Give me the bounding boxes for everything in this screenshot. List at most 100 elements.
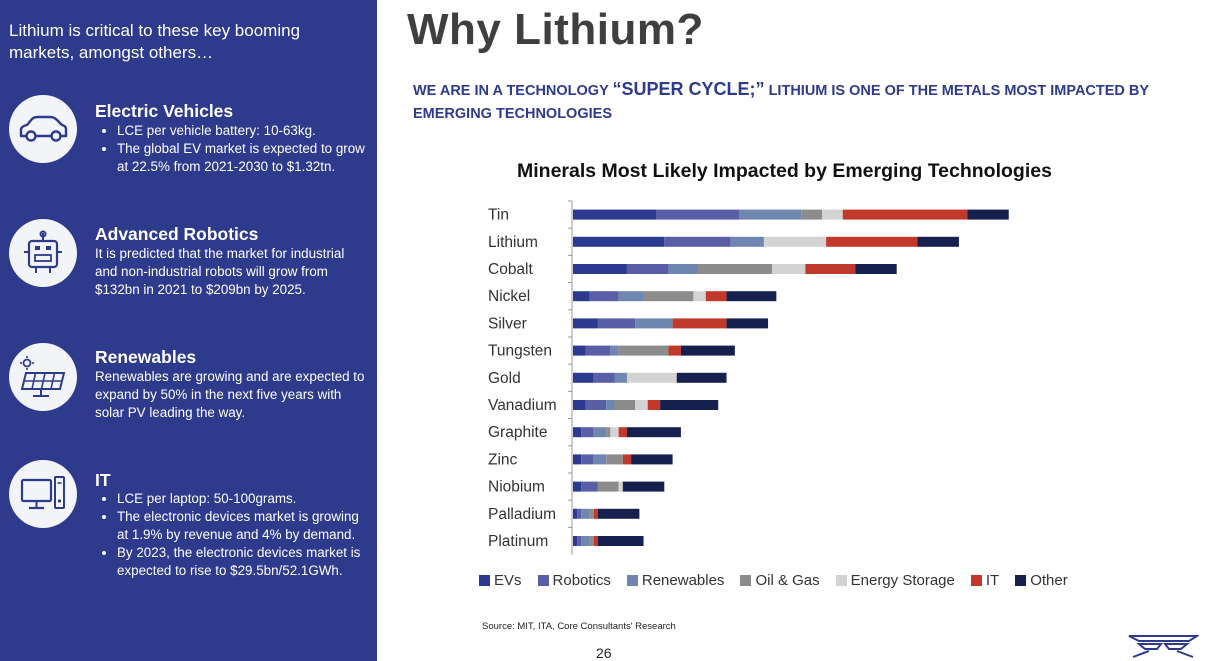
bullet: The global EV market is expected to grow… [117, 140, 367, 176]
bar-segment [643, 291, 694, 302]
bar-segment [593, 372, 615, 383]
bar-segment [581, 454, 594, 465]
bar-segment [581, 508, 590, 519]
bar-segment [622, 481, 665, 492]
page-subtitle: WE ARE IN A TECHNOLOGY “SUPER CYCLE;” LI… [413, 78, 1173, 126]
market-text: LCE per laptop: 50-100grams. The electro… [95, 490, 367, 580]
bar-segment [842, 209, 968, 220]
bar-segment [614, 400, 636, 410]
bar-segment [614, 372, 627, 383]
legend-label: Oil & Gas [755, 572, 820, 589]
legend-item: Robotics [537, 572, 611, 589]
bar-segment [680, 345, 735, 356]
bar-segment [573, 236, 665, 247]
bullet: LCE per laptop: 50-100grams. [117, 490, 367, 508]
bar-segment [593, 454, 607, 465]
computer-icon [9, 460, 77, 528]
legend-label: Renewables [641, 572, 725, 589]
bar-segment [618, 481, 623, 492]
bar-segment [618, 427, 627, 438]
chart-title: Minerals Most Likely Impacted by Emergin… [517, 160, 1052, 182]
bullet: By 2023, the electronic devices market i… [117, 544, 367, 580]
stacked-bar-chart: Tin Lithium Cobalt Nickel Silver Tungsten Gold… [488, 200, 1009, 555]
legend-item: IT [970, 572, 999, 589]
bar-segment [826, 236, 918, 247]
market-text: LCE per vehicle battery: 10-63kg. The gl… [95, 122, 367, 176]
bar-segment [597, 508, 640, 519]
y-tick-label: Zinc [488, 451, 518, 468]
bar-segment [676, 372, 727, 383]
bar-segment [660, 400, 719, 410]
bar-segment [573, 481, 582, 492]
y-tick-label: Tungsten [488, 343, 552, 360]
bar-segment [801, 209, 822, 220]
bar-segment [577, 508, 582, 519]
bar-segment [626, 372, 677, 383]
bar-segment [597, 536, 644, 546]
bar-segment [573, 454, 582, 465]
y-tick-label: Graphite [488, 424, 547, 441]
legend-swatch [479, 575, 490, 586]
y-tick-label: Lithium [488, 234, 538, 251]
bar-segment [631, 454, 673, 465]
y-tick-label: Tin [488, 207, 509, 224]
legend-swatch [835, 575, 847, 586]
panel-intro: Lithium is critical to these key booming… [9, 21, 301, 62]
page-number: 26 [596, 645, 612, 661]
subtitle-emphasis: “SUPER CYCLE;” [612, 79, 765, 99]
bar-segment [610, 345, 619, 356]
bar-segment [573, 400, 586, 410]
bullet: LCE per vehicle battery: 10-63kg. [117, 122, 367, 140]
legend-label: Other [1030, 572, 1068, 589]
bar-segment [593, 536, 598, 546]
legend-swatch [626, 575, 638, 586]
bar-segment [664, 236, 731, 247]
legend-item: Other [1015, 572, 1068, 589]
market-title: IT [95, 470, 111, 490]
bar-segment [573, 508, 578, 519]
legend-label: EVs [494, 572, 522, 589]
bar-segment [635, 400, 648, 410]
bar-segment [763, 236, 827, 247]
market-text: Renewables are growing and are expected … [95, 369, 365, 420]
bar-segment [626, 427, 681, 438]
bar-segment [573, 291, 590, 302]
bar-segment [739, 209, 802, 220]
bar-segment [573, 372, 594, 383]
y-tick-label: Platinum [488, 533, 548, 550]
bar-segment [573, 318, 598, 329]
bar-segment [589, 536, 594, 546]
bar-segment [606, 427, 611, 438]
bar-segment [618, 291, 644, 302]
bar-segment [589, 291, 619, 302]
legend-item: Energy Storage [835, 572, 955, 589]
bar-segment [610, 427, 619, 438]
market-title: Renewables [95, 347, 197, 367]
bar-segment [805, 264, 856, 274]
bar-segment [573, 427, 582, 438]
y-tick-label: Gold [488, 370, 521, 387]
bar-segment [577, 536, 582, 546]
legend-swatch [970, 575, 982, 586]
bar-segment [593, 427, 607, 438]
bar-segment [618, 345, 669, 356]
bar-segment [672, 318, 727, 329]
legend-item: EVs [479, 572, 522, 589]
y-tick-label: Palladium [488, 506, 556, 523]
bar-segment [606, 400, 615, 410]
company-logo [1128, 635, 1199, 658]
market-title: Advanced Robotics [95, 224, 259, 244]
bar-segment [622, 454, 632, 465]
bar-segment [647, 400, 661, 410]
y-tick-label: Silver [488, 315, 527, 332]
bar-segment [855, 264, 897, 274]
legend-swatch [740, 575, 752, 586]
bar-segment [626, 264, 669, 274]
bar-segment [606, 454, 623, 465]
solar-panel-icon [9, 343, 77, 411]
bullet: The electronic devices market is growing… [117, 508, 367, 544]
bar-segment [726, 291, 777, 302]
bar-segment [585, 400, 607, 410]
legend-item: Renewables [626, 572, 725, 589]
bar-segment [726, 318, 769, 329]
